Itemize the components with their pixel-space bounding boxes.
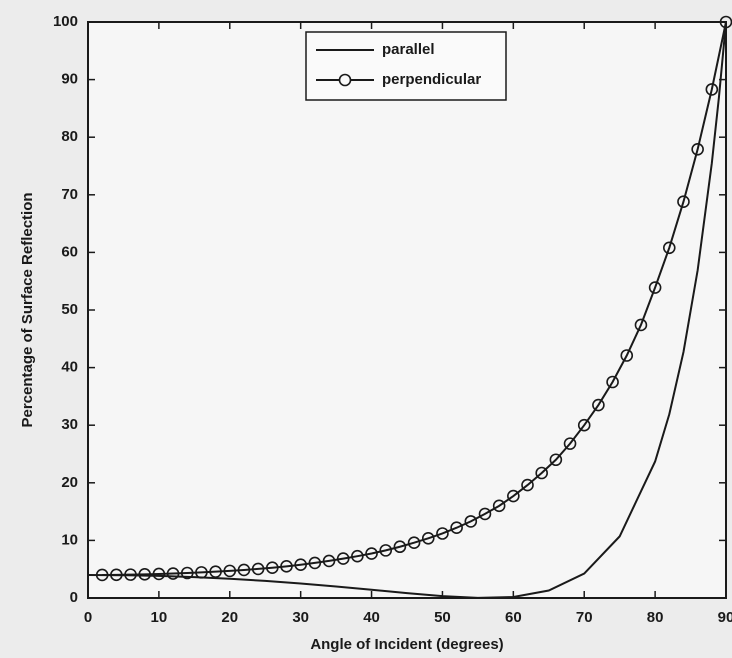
point-marker xyxy=(393,540,407,554)
point-marker xyxy=(266,561,279,575)
point-marker xyxy=(294,558,307,572)
x-tick-label: 10 xyxy=(151,609,168,626)
point-marker xyxy=(535,466,548,480)
point-marker xyxy=(492,499,506,513)
point-marker xyxy=(152,567,166,581)
y-tick-label: 30 xyxy=(61,416,78,433)
x-tick-label: 80 xyxy=(647,609,664,626)
point-marker xyxy=(577,418,591,432)
x-tick-label: 0 xyxy=(84,609,92,626)
point-marker xyxy=(436,527,449,540)
point-marker xyxy=(563,437,577,450)
y-tick-label: 60 xyxy=(61,243,78,260)
y-tick-label: 70 xyxy=(61,186,78,203)
legend xyxy=(305,31,507,101)
y-tick-label: 50 xyxy=(61,301,78,318)
point-marker xyxy=(223,564,237,578)
point-marker xyxy=(634,318,648,332)
y-tick-label: 90 xyxy=(61,71,78,88)
legend-marker xyxy=(338,73,352,87)
point-marker xyxy=(450,521,463,535)
y-tick-label: 10 xyxy=(61,531,78,548)
point-marker xyxy=(379,544,393,557)
point-marker xyxy=(195,566,208,579)
point-marker xyxy=(677,195,690,209)
point-marker xyxy=(365,547,378,560)
legend-label: parallel xyxy=(382,41,435,58)
point-marker xyxy=(691,142,704,156)
point-marker xyxy=(705,83,719,96)
point-marker xyxy=(648,281,662,294)
point-marker xyxy=(592,398,605,412)
point-marker xyxy=(138,568,152,581)
y-tick-label: 100 xyxy=(53,13,78,30)
point-marker xyxy=(549,453,563,467)
point-marker xyxy=(166,567,180,580)
point-marker xyxy=(620,349,634,362)
point-marker xyxy=(507,489,520,503)
point-marker xyxy=(351,549,364,563)
x-tick-label: 40 xyxy=(363,609,380,626)
point-marker xyxy=(662,241,676,255)
y-tick-label: 80 xyxy=(61,128,78,145)
point-marker xyxy=(124,568,137,581)
x-tick-label: 50 xyxy=(434,609,451,626)
point-marker xyxy=(110,568,123,582)
x-axis-label: Angle of Incident (degrees) xyxy=(310,636,503,653)
y-tick-label: 20 xyxy=(61,474,78,491)
point-marker xyxy=(421,531,435,545)
point-marker xyxy=(308,556,322,570)
point-marker xyxy=(464,515,478,528)
x-tick-label: 70 xyxy=(576,609,593,626)
plot-area xyxy=(87,21,727,599)
point-marker xyxy=(407,536,421,550)
legend-label: perpendicular xyxy=(382,71,481,88)
x-tick-label: 30 xyxy=(292,609,309,626)
point-marker xyxy=(336,552,350,565)
y-axis-label: Percentage of Surface Reflection xyxy=(19,192,36,427)
point-marker xyxy=(251,562,265,576)
x-tick-label: 60 xyxy=(505,609,522,626)
point-marker xyxy=(606,375,619,389)
point-marker xyxy=(237,563,251,577)
point-marker xyxy=(180,566,194,580)
y-tick-label: 0 xyxy=(70,589,78,606)
series-line xyxy=(87,21,727,599)
point-marker xyxy=(521,478,534,492)
x-tick-label: 20 xyxy=(221,609,238,626)
y-tick-label: 40 xyxy=(61,359,78,376)
x-tick-label: 90 xyxy=(718,609,732,626)
point-marker xyxy=(322,554,336,568)
point-marker xyxy=(95,568,109,582)
point-marker xyxy=(280,560,293,573)
point-marker xyxy=(209,565,222,578)
point-marker xyxy=(478,507,492,521)
